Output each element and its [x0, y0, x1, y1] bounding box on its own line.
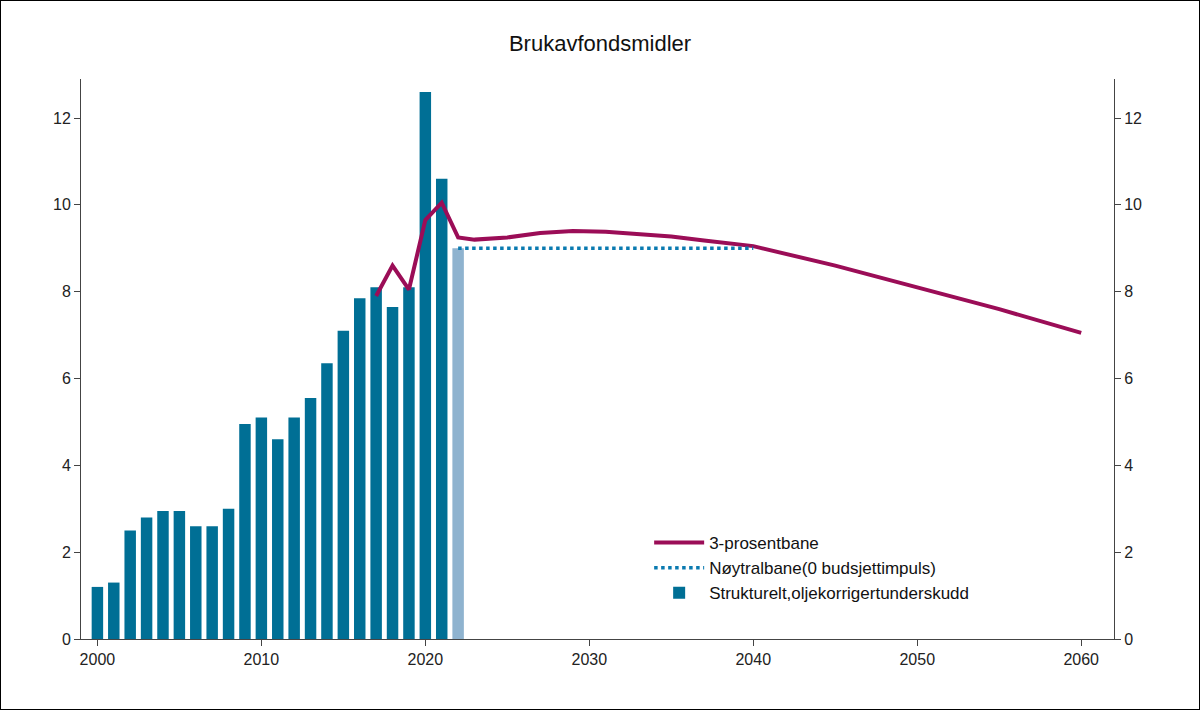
svg-text:2: 2 — [1124, 544, 1133, 561]
svg-text:2000: 2000 — [80, 651, 116, 668]
svg-text:8: 8 — [62, 283, 71, 300]
svg-text:8: 8 — [1124, 283, 1133, 300]
svg-text:0: 0 — [1124, 631, 1133, 648]
svg-text:6: 6 — [1124, 370, 1133, 387]
svg-text:2050: 2050 — [899, 651, 935, 668]
svg-text:Strukturelt,oljekorrigertunder: Strukturelt,oljekorrigertunderskudd — [709, 584, 969, 603]
svg-text:10: 10 — [1124, 196, 1142, 213]
svg-text:12: 12 — [1124, 110, 1142, 127]
svg-text:3-prosentbane: 3-prosentbane — [709, 534, 819, 553]
svg-text:12: 12 — [53, 110, 71, 127]
svg-text:10: 10 — [53, 196, 71, 213]
svg-text:Brukavfondsmidler: Brukavfondsmidler — [509, 31, 691, 56]
svg-text:0: 0 — [62, 631, 71, 648]
svg-text:2: 2 — [62, 544, 71, 561]
svg-text:Nøytralbane(0 budsjettimpuls): Nøytralbane(0 budsjettimpuls) — [709, 559, 936, 578]
svg-text:4: 4 — [62, 457, 71, 474]
svg-text:6: 6 — [62, 370, 71, 387]
svg-text:2010: 2010 — [244, 651, 280, 668]
svg-text:2020: 2020 — [408, 651, 444, 668]
svg-text:2040: 2040 — [735, 651, 771, 668]
svg-text:2060: 2060 — [1063, 651, 1099, 668]
svg-text:2030: 2030 — [572, 651, 608, 668]
svg-text:4: 4 — [1124, 457, 1133, 474]
